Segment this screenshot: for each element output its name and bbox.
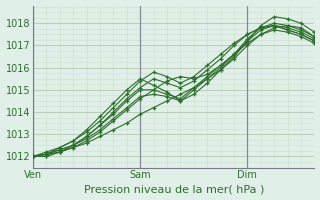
X-axis label: Pression niveau de la mer( hPa ): Pression niveau de la mer( hPa ) bbox=[84, 184, 264, 194]
